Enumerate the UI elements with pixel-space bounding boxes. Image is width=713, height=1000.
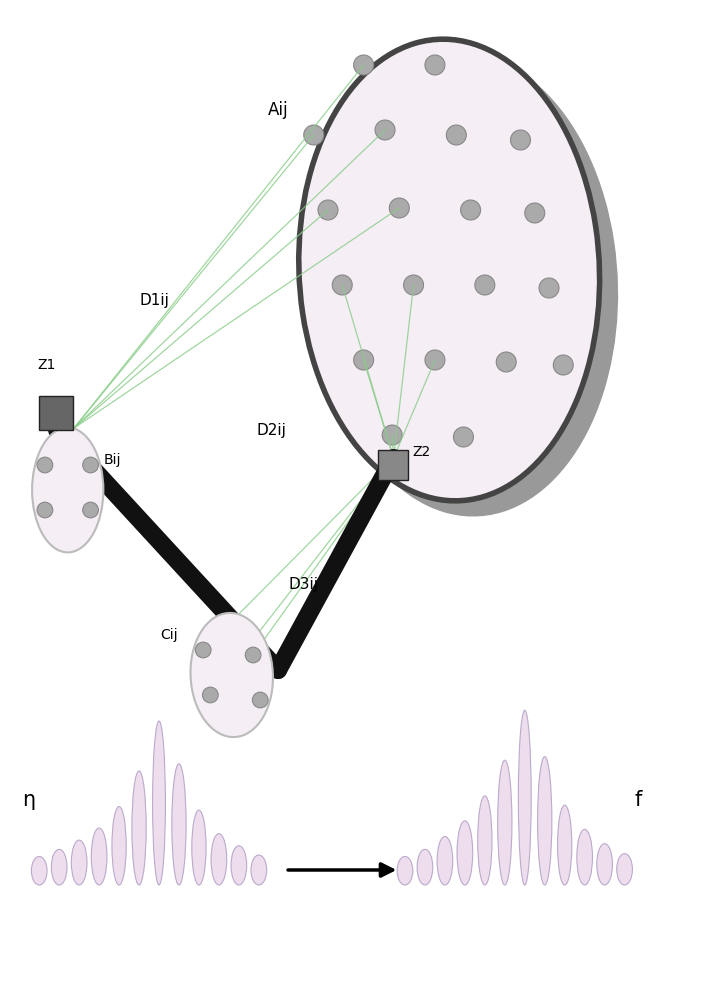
Ellipse shape (172, 764, 186, 885)
Ellipse shape (71, 840, 87, 885)
Ellipse shape (231, 846, 247, 885)
Text: Z2: Z2 (412, 445, 431, 459)
Ellipse shape (195, 642, 211, 658)
Ellipse shape (190, 613, 273, 737)
Ellipse shape (83, 457, 98, 473)
Text: Aij: Aij (267, 101, 288, 119)
Ellipse shape (617, 854, 632, 885)
Ellipse shape (317, 54, 617, 516)
Text: D1ij: D1ij (139, 292, 169, 308)
Ellipse shape (354, 55, 374, 75)
Text: Z1: Z1 (37, 358, 56, 372)
Ellipse shape (153, 721, 165, 885)
Ellipse shape (425, 55, 445, 75)
Ellipse shape (132, 771, 146, 885)
Ellipse shape (553, 355, 573, 375)
Ellipse shape (112, 807, 126, 885)
Ellipse shape (31, 856, 47, 885)
Ellipse shape (332, 275, 352, 295)
Ellipse shape (404, 275, 424, 295)
Ellipse shape (453, 427, 473, 447)
Bar (39, 396, 73, 430)
Ellipse shape (518, 710, 531, 885)
Ellipse shape (461, 200, 481, 220)
Ellipse shape (478, 796, 492, 885)
Ellipse shape (202, 687, 218, 703)
Ellipse shape (51, 849, 67, 885)
Bar (378, 450, 408, 480)
Ellipse shape (597, 844, 612, 885)
Ellipse shape (498, 760, 512, 885)
Ellipse shape (37, 502, 53, 518)
Ellipse shape (389, 198, 409, 218)
Text: η: η (22, 790, 35, 810)
Ellipse shape (539, 278, 559, 298)
Ellipse shape (417, 849, 433, 885)
Ellipse shape (425, 350, 445, 370)
Text: D3ij: D3ij (289, 578, 319, 592)
Ellipse shape (538, 757, 552, 885)
Ellipse shape (32, 428, 103, 552)
Ellipse shape (437, 837, 453, 885)
Ellipse shape (318, 200, 338, 220)
Text: f: f (635, 790, 642, 810)
Ellipse shape (511, 130, 530, 150)
Text: D2ij: D2ij (257, 422, 287, 438)
Ellipse shape (382, 425, 402, 445)
Ellipse shape (525, 203, 545, 223)
Ellipse shape (496, 352, 516, 372)
Ellipse shape (37, 457, 53, 473)
Text: Bij: Bij (103, 453, 121, 467)
Ellipse shape (375, 120, 395, 140)
Ellipse shape (211, 834, 227, 885)
Ellipse shape (558, 805, 572, 885)
Ellipse shape (252, 692, 268, 708)
Text: Cij: Cij (160, 628, 178, 642)
Ellipse shape (192, 810, 206, 885)
Ellipse shape (577, 829, 593, 885)
Ellipse shape (245, 647, 261, 663)
Ellipse shape (397, 856, 413, 885)
Ellipse shape (83, 502, 98, 518)
Ellipse shape (457, 821, 473, 885)
Ellipse shape (354, 350, 374, 370)
Ellipse shape (475, 275, 495, 295)
Ellipse shape (304, 125, 324, 145)
Ellipse shape (446, 125, 466, 145)
Ellipse shape (91, 828, 107, 885)
Ellipse shape (299, 39, 600, 501)
Ellipse shape (251, 855, 267, 885)
